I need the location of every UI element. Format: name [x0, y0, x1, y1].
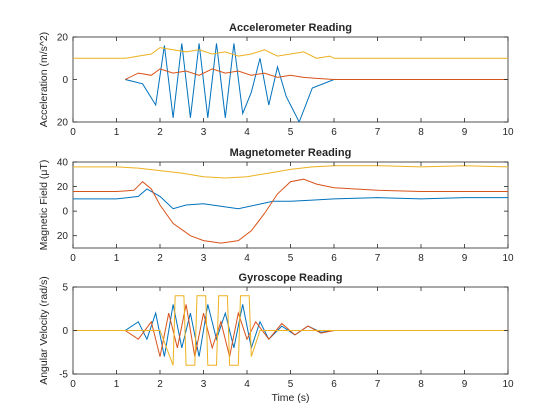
axes-2	[72, 161, 509, 249]
y-tick-label: 40	[57, 158, 69, 169]
series-line-1-1	[125, 43, 508, 122]
x-tick-label: 0	[70, 379, 76, 390]
series-line-2-3	[73, 165, 508, 179]
x-tick-label: 5	[288, 127, 294, 138]
y-tick-label: 20	[57, 118, 69, 129]
chart-title: Accelerometer Reading	[229, 22, 352, 34]
y-tick-label: 20	[57, 33, 69, 44]
series-line-2-2	[73, 178, 508, 244]
y-axis-label: Angular Velocity (rad/s)	[38, 276, 50, 385]
y-axis-label: Magnetic Field (μT)	[38, 160, 50, 251]
x-tick-label: 3	[201, 253, 207, 264]
x-tick-label: 2	[157, 127, 163, 138]
series-line-1-3	[73, 47, 508, 59]
x-tick-label: 10	[502, 127, 514, 138]
series-line-2-1	[73, 188, 508, 210]
x-tick-label: 4	[244, 379, 250, 390]
y-tick-label: 20	[57, 182, 69, 193]
x-tick-label: 7	[375, 253, 381, 264]
series-line-3-3	[73, 295, 508, 366]
x-tick-label: 6	[331, 253, 337, 264]
x-tick-label: 10	[502, 379, 514, 390]
y-tick-label: 20	[57, 231, 69, 242]
x-tick-label: 0	[70, 127, 76, 138]
series-line-3-2	[73, 304, 508, 357]
x-tick-label: 8	[418, 379, 424, 390]
x-tick-label: 5	[288, 253, 294, 264]
y-axis-label: Acceleration (m/s^2)	[38, 32, 50, 127]
x-tick-label: 5	[288, 379, 294, 390]
x-tick-label: 9	[462, 253, 468, 264]
chart-title: Magnetometer Reading	[230, 147, 352, 159]
x-tick-label: 2	[157, 253, 163, 264]
y-tick-label: 0	[62, 207, 68, 218]
x-tick-label: 1	[114, 379, 120, 390]
y-tick-label: -5	[59, 370, 68, 381]
series-line-1-2	[124, 68, 508, 80]
chart-title: Gyroscope Reading	[239, 272, 343, 284]
x-tick-label: 0	[70, 253, 76, 264]
x-tick-label: 3	[201, 127, 207, 138]
x-tick-label: 9	[462, 127, 468, 138]
y-tick-label: 5	[62, 283, 68, 294]
x-tick-label: 8	[418, 127, 424, 138]
x-tick-label: 6	[331, 127, 337, 138]
x-tick-label: 4	[244, 127, 250, 138]
x-tick-label: 2	[157, 379, 163, 390]
x-tick-label: 8	[418, 253, 424, 264]
x-axis-label: Time (s)	[271, 392, 309, 404]
x-tick-label: 7	[375, 127, 381, 138]
x-tick-label: 7	[375, 379, 381, 390]
x-tick-label: 3	[201, 379, 207, 390]
x-tick-label: 9	[462, 379, 468, 390]
x-tick-label: 1	[114, 253, 120, 264]
y-tick-label: 0	[62, 326, 68, 337]
x-tick-label: 10	[502, 253, 514, 264]
x-tick-label: 4	[244, 253, 250, 264]
y-tick-label: 0	[62, 75, 68, 86]
x-tick-label: 6	[331, 379, 337, 390]
x-tick-label: 1	[114, 127, 120, 138]
